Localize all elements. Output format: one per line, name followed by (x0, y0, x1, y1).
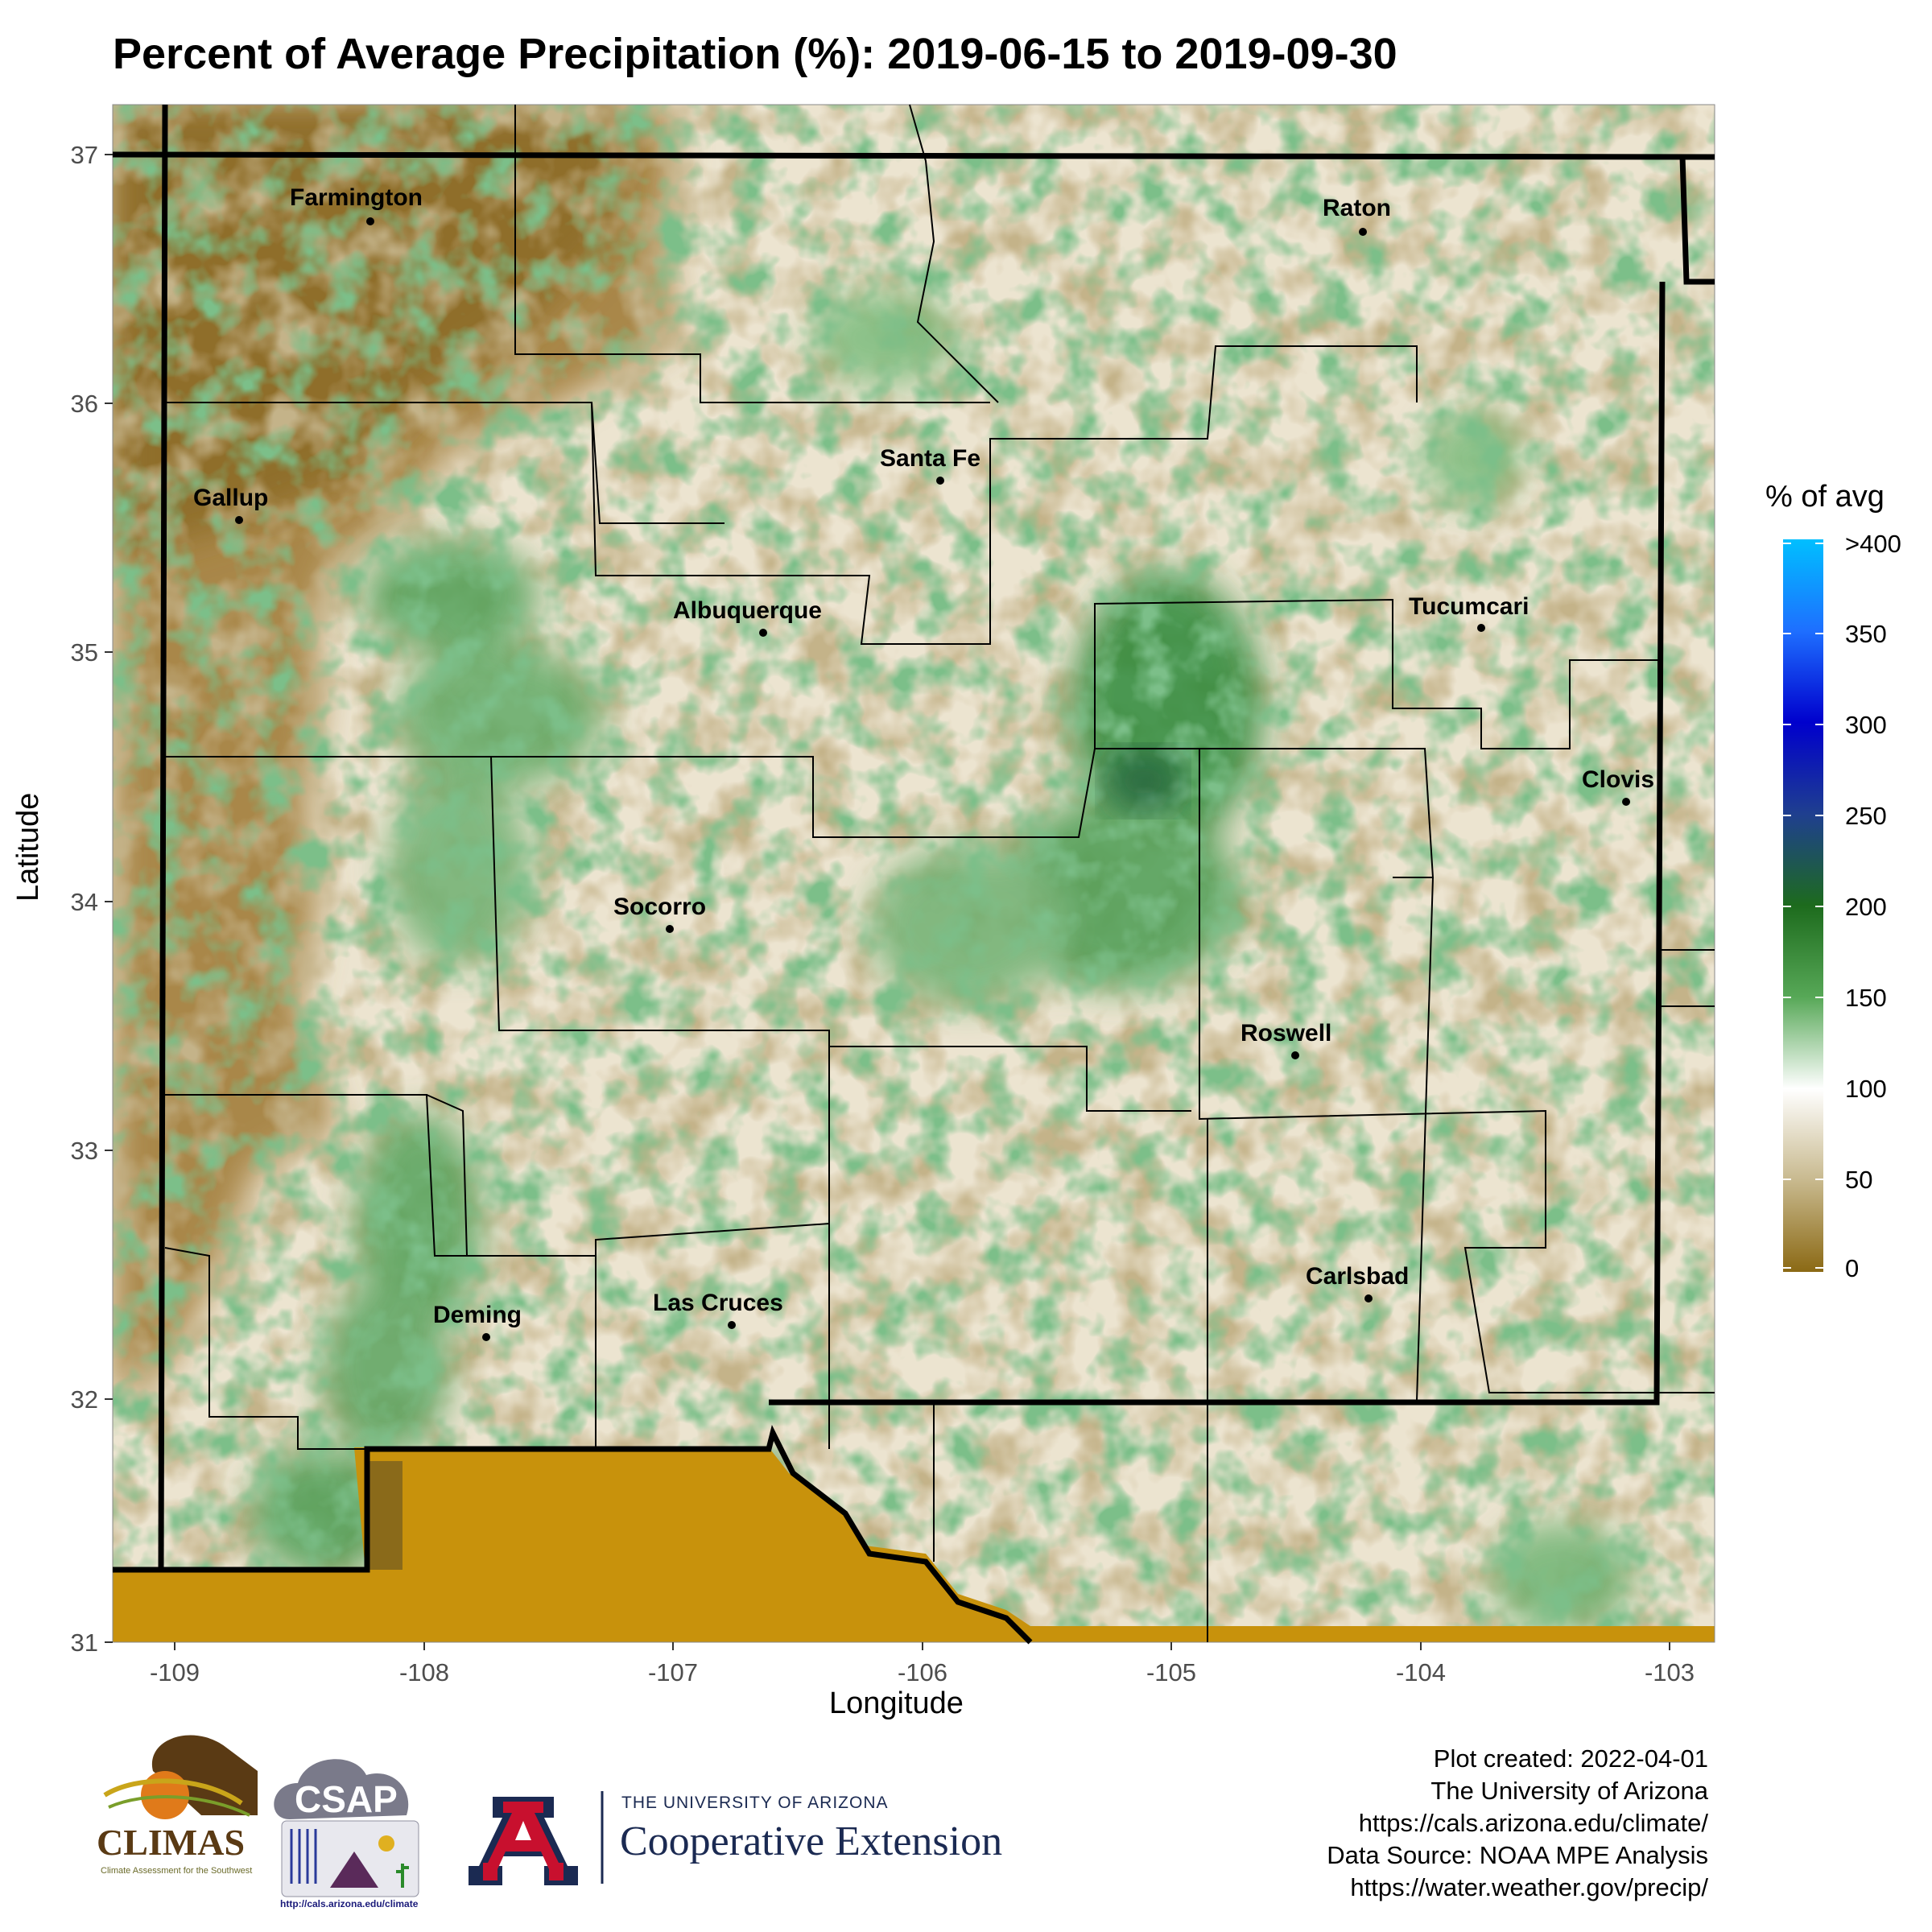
x-tick-label: -103 (1645, 1658, 1695, 1686)
y-tick-label: 34 (71, 888, 98, 916)
city-marker (1622, 798, 1630, 806)
ua-logo (469, 1791, 604, 1885)
map-title: Percent of Average Precipitation (%): 20… (113, 30, 1397, 78)
city-marker (366, 217, 374, 225)
legend-title: % of avg (1765, 480, 1885, 514)
legend-label: 300 (1845, 711, 1887, 739)
climas-logo (103, 1735, 258, 1819)
legend-label: 200 (1845, 893, 1887, 921)
city-label: Roswell (1241, 1020, 1331, 1046)
city-labels: Farmington Raton Gallup Santa Fe Albuque… (193, 184, 1654, 1341)
precip-raster (113, 105, 1715, 1642)
y-axis-title: Latitude (11, 792, 45, 902)
city-label: Farmington (290, 184, 423, 211)
credit-line: Data Source: NOAA MPE Analysis (1327, 1841, 1708, 1869)
x-tick-labels: -109 -108 -107 -106 -105 -104 -103 (150, 1658, 1695, 1686)
city-marker (759, 629, 767, 637)
city-marker (1291, 1051, 1299, 1059)
city-label: Las Cruces (653, 1290, 783, 1316)
state-boundaries (112, 104, 1715, 1645)
city-label: Carlsbad (1306, 1263, 1409, 1290)
credit-line: The University of Arizona (1430, 1777, 1708, 1805)
legend-label: 0 (1845, 1254, 1859, 1282)
legend-ticks (1783, 543, 1823, 1269)
city-marker (728, 1321, 736, 1329)
climas-tagline: Climate Assessment for the Southwest (101, 1866, 253, 1876)
credit-line: https://cals.arizona.edu/climate/ (1358, 1809, 1708, 1837)
axis-ticks (105, 154, 1670, 1650)
city-label: Socorro (613, 894, 706, 920)
y-tick-label: 35 (71, 638, 98, 667)
legend-label: >400 (1845, 530, 1901, 558)
legend-label: 100 (1845, 1075, 1887, 1103)
legend-label: 250 (1845, 802, 1887, 830)
climas-wordmark: CLIMAS (97, 1822, 246, 1863)
x-tick-label: -107 (648, 1658, 698, 1686)
city-label: Clovis (1582, 766, 1654, 793)
credit-line: https://water.weather.gov/precip/ (1350, 1873, 1708, 1901)
city-marker (1477, 624, 1485, 632)
city-marker (666, 925, 674, 933)
city-label: Gallup (193, 485, 268, 511)
y-tick-label: 31 (71, 1629, 98, 1657)
x-tick-label: -109 (150, 1658, 200, 1686)
y-tick-label: 36 (71, 390, 98, 418)
x-axis-title: Longitude (829, 1686, 964, 1720)
city-label: Raton (1323, 195, 1391, 221)
y-tick-labels: 37 36 35 34 33 32 31 (71, 141, 98, 1657)
legend-label: 50 (1845, 1166, 1872, 1194)
x-tick-label: -105 (1146, 1658, 1196, 1686)
legend-label: 150 (1845, 984, 1887, 1012)
csap-url: http://cals.arizona.edu/climate (280, 1898, 419, 1909)
city-marker (1364, 1294, 1373, 1302)
legend-labels: >400 350 300 250 200 150 100 50 0 (1845, 530, 1901, 1282)
y-tick-label: 37 (71, 141, 98, 169)
y-tick-label: 33 (71, 1137, 98, 1165)
city-label: Deming (433, 1302, 522, 1328)
ua-department: Cooperative Extension (620, 1818, 1003, 1864)
csap-logo (274, 1759, 419, 1897)
city-label: Tucumcari (1409, 593, 1530, 620)
city-marker (936, 477, 944, 485)
city-label: Albuquerque (673, 597, 822, 624)
ua-name: THE UNIVERSITY OF ARIZONA (621, 1794, 889, 1812)
legend-label: 350 (1845, 620, 1887, 648)
plot-credits: Plot created: 2022-04-01 The University … (1327, 1743, 1708, 1904)
csap-wordmark: CSAP (295, 1778, 398, 1820)
x-tick-label: -108 (399, 1658, 449, 1686)
y-tick-label: 32 (71, 1385, 98, 1414)
city-marker (1359, 228, 1367, 236)
city-marker (482, 1333, 490, 1341)
city-marker (235, 516, 243, 524)
credit-line: Plot created: 2022-04-01 (1433, 1744, 1708, 1773)
x-tick-label: -106 (898, 1658, 947, 1686)
x-tick-label: -104 (1396, 1658, 1446, 1686)
city-label: Santa Fe (880, 445, 980, 472)
